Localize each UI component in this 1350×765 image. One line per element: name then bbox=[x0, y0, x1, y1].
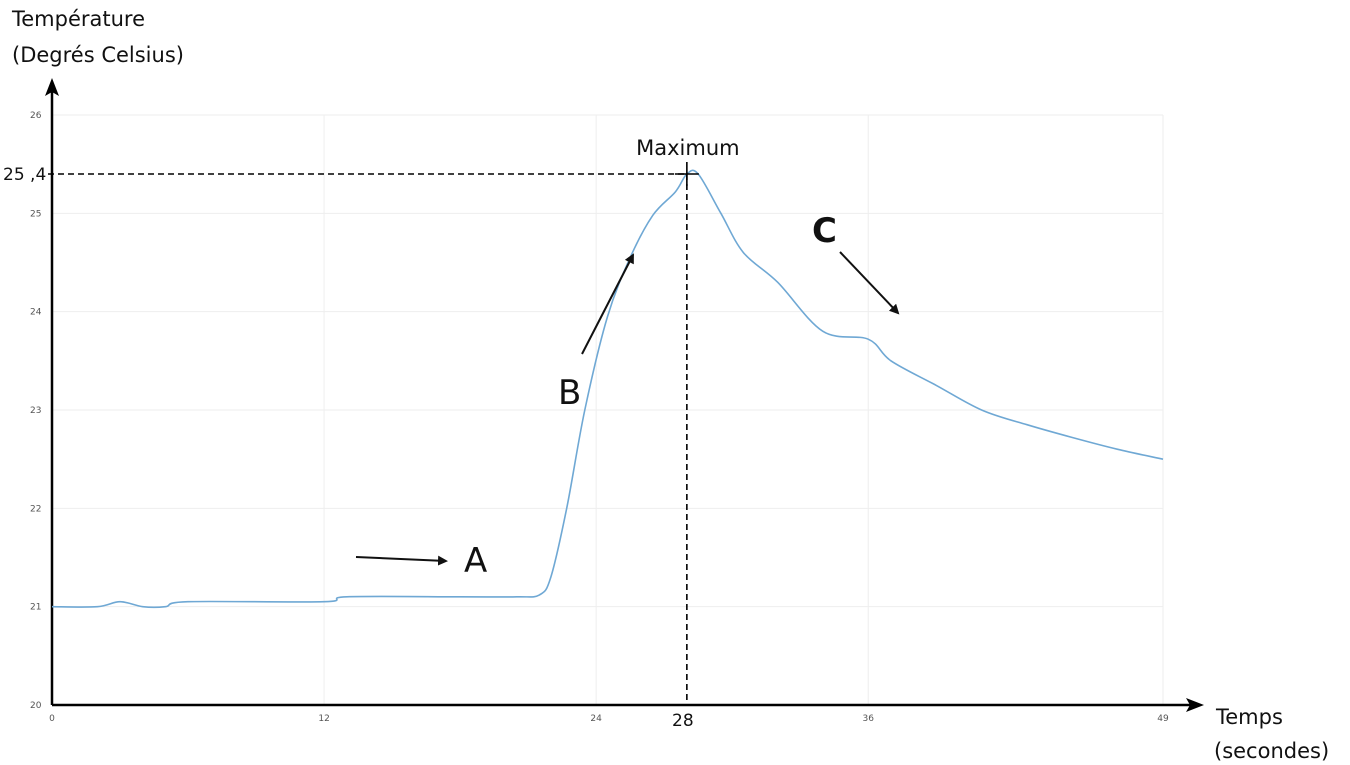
phase-letter-c: C bbox=[812, 211, 837, 251]
x-axis-arrowhead bbox=[1186, 698, 1204, 712]
x-axis-title-line1: Temps bbox=[1215, 705, 1283, 729]
y-tick-label: 21 bbox=[30, 603, 41, 613]
x-tick-label: 36 bbox=[863, 714, 875, 724]
y-tick-label: 22 bbox=[30, 504, 41, 514]
grid bbox=[52, 114, 1164, 705]
y-tick-label: 24 bbox=[30, 308, 42, 318]
phase-arrow-c bbox=[839, 251, 900, 315]
x-tick-label: 49 bbox=[1157, 714, 1169, 724]
y-tick-label: 20 bbox=[30, 701, 42, 711]
x-tick-label: 12 bbox=[318, 714, 329, 724]
x-tick-label: 0 bbox=[49, 714, 55, 724]
y-tick-label: 26 bbox=[30, 111, 42, 121]
phase-letter-a: A bbox=[464, 541, 487, 581]
x-tick-labels: 0 12 24 36 49 bbox=[49, 714, 1169, 724]
x-axis-title-line2: (secondes) bbox=[1214, 739, 1329, 763]
phase-arrow-a bbox=[355, 555, 448, 566]
y-axis-title-line1: Température bbox=[11, 7, 145, 31]
maximum-label: Maximum bbox=[636, 136, 739, 160]
y-tick-label: 25 bbox=[30, 209, 41, 219]
y-axis-title-line2: (Degrés Celsius) bbox=[12, 43, 184, 67]
x-tick-label: 24 bbox=[590, 714, 602, 724]
max-x-value-label: 28 bbox=[672, 711, 694, 731]
series-line-temperature bbox=[51, 169, 1164, 609]
y-tick-label: 23 bbox=[30, 406, 41, 416]
y-axis-arrowhead bbox=[45, 78, 59, 96]
phase-letter-b: B bbox=[558, 373, 581, 413]
max-y-value-label: 25 ,4 bbox=[3, 165, 46, 185]
y-tick-labels: 20 21 22 23 24 25 26 bbox=[30, 111, 42, 711]
phase-arrow-b bbox=[581, 253, 634, 355]
